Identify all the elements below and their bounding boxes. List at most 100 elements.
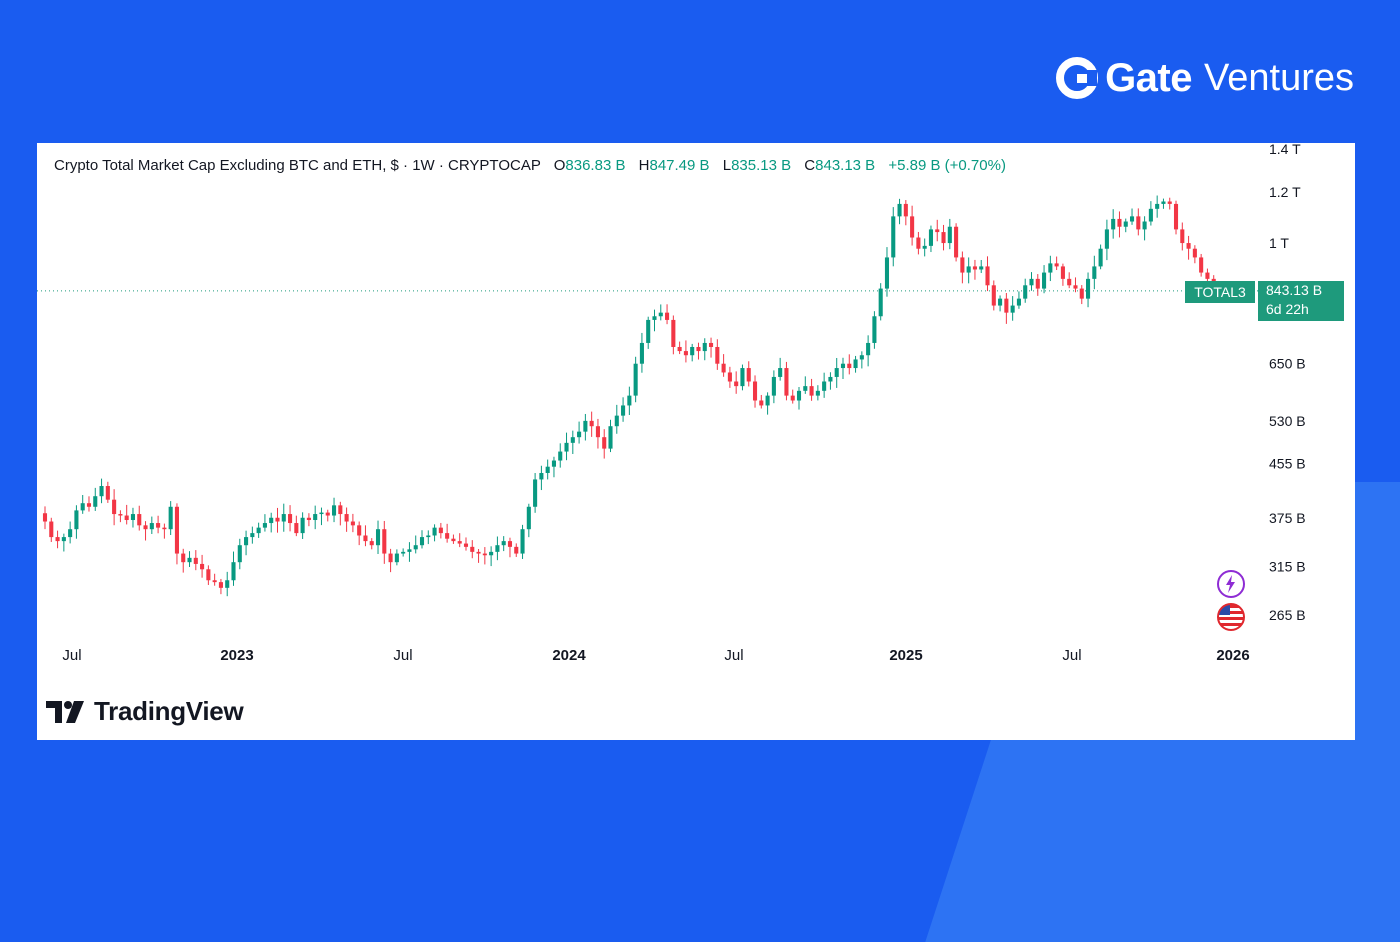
candle-body: [1199, 257, 1204, 273]
candle-body: [438, 527, 443, 534]
candle-body: [432, 527, 437, 536]
candle-body: [193, 557, 198, 564]
candle-body: [394, 553, 399, 563]
candle-body: [815, 390, 820, 396]
candle-body: [489, 551, 494, 556]
candle-body: [834, 368, 839, 377]
candle-body: [696, 346, 701, 352]
candle-body: [250, 533, 255, 538]
candle-body: [319, 512, 324, 515]
candle-body: [790, 395, 795, 401]
candle-body: [1048, 263, 1053, 273]
candle-body: [1186, 243, 1191, 249]
candle-body: [294, 523, 299, 534]
candle-body: [520, 529, 525, 554]
candle-body: [476, 551, 481, 554]
candle-body: [514, 546, 519, 554]
candle-body: [840, 363, 846, 369]
candle-body: [683, 351, 688, 356]
candle-body: [181, 553, 186, 563]
candle-body: [533, 479, 538, 507]
candle-body: [847, 363, 852, 369]
candle-body: [401, 551, 406, 554]
x-tick-label: 2023: [220, 647, 253, 664]
legend-low-key: L: [722, 157, 732, 174]
candle-body: [891, 216, 896, 258]
candle-body: [765, 395, 770, 406]
candle-body: [457, 541, 462, 544]
candle-body: [740, 368, 745, 387]
candle-body: [244, 537, 249, 546]
candle-body: [784, 368, 789, 396]
candle-body: [828, 376, 833, 382]
lightning-icon[interactable]: [1217, 570, 1245, 598]
y-tick-label: 375 B: [1269, 510, 1306, 526]
candle-body: [231, 562, 236, 581]
candle-body: [1155, 203, 1160, 209]
candle-body: [68, 529, 73, 538]
candle-body: [313, 514, 318, 521]
legend-open-value: 836.83 B: [565, 157, 626, 174]
candle-body: [375, 529, 381, 546]
candle-body: [269, 517, 274, 524]
candle-body: [1029, 278, 1034, 286]
candle-body: [463, 543, 469, 547]
candle-body: [256, 527, 261, 534]
candle-body: [1010, 305, 1015, 313]
candle-body: [1148, 208, 1153, 222]
lightning-glyph: [1226, 575, 1235, 593]
candle-body: [539, 472, 544, 480]
candle-body: [910, 216, 915, 238]
candle-body: [1129, 216, 1135, 222]
x-tick-label: 2026: [1216, 647, 1249, 664]
candle-body: [275, 517, 280, 522]
candle-body: [960, 257, 965, 273]
candle-body: [985, 266, 990, 286]
y-tick-label: 315 B: [1269, 559, 1306, 575]
y-tick-label: 650 B: [1269, 356, 1306, 372]
candle-body: [1205, 272, 1210, 279]
candle-body: [928, 229, 934, 246]
candle-body: [809, 386, 814, 396]
candle-body: [1092, 266, 1097, 279]
candle-body: [338, 505, 343, 515]
x-tick-label: 2025: [889, 647, 922, 664]
candle-body: [168, 506, 173, 530]
candle-body: [991, 285, 996, 306]
candle-body: [627, 395, 632, 406]
candle-body: [357, 525, 362, 536]
candle-body: [746, 368, 751, 382]
candle-body: [545, 466, 550, 473]
us-flag-icon[interactable]: [1217, 603, 1245, 631]
candle-body: [331, 505, 337, 516]
candle-body: [507, 541, 513, 547]
candle-body: [300, 517, 305, 534]
candle-body: [1079, 288, 1084, 299]
candle-body: [350, 521, 355, 526]
candle-body: [137, 514, 142, 526]
candle-body: [878, 288, 883, 317]
candle-body: [382, 529, 387, 554]
candle-body: [941, 232, 946, 244]
candle-body: [1042, 272, 1047, 289]
candle-body: [671, 319, 676, 347]
candlestick-chart[interactable]: 265 B 315 B 375 B 455 B 530 B 650 B 1 T 1.2 T 1.…: [37, 143, 1355, 740]
candle-body: [99, 486, 104, 497]
candle-body: [1104, 229, 1109, 249]
candle-body: [646, 319, 651, 343]
candle-body: [665, 312, 670, 320]
candle-body: [407, 549, 412, 552]
candle-body: [702, 342, 707, 352]
legend-close-value: 843.13 B: [815, 157, 876, 174]
candle-body: [482, 553, 487, 556]
candle-body: [954, 226, 959, 258]
candle-body: [979, 266, 984, 270]
candle-body: [727, 372, 732, 382]
candle-body: [200, 563, 205, 570]
candle-body: [281, 514, 286, 522]
candle-body: [105, 486, 110, 500]
candle-body: [112, 499, 117, 515]
candle-body: [866, 342, 871, 356]
candle-body: [413, 545, 418, 550]
candle-body: [709, 342, 714, 347]
